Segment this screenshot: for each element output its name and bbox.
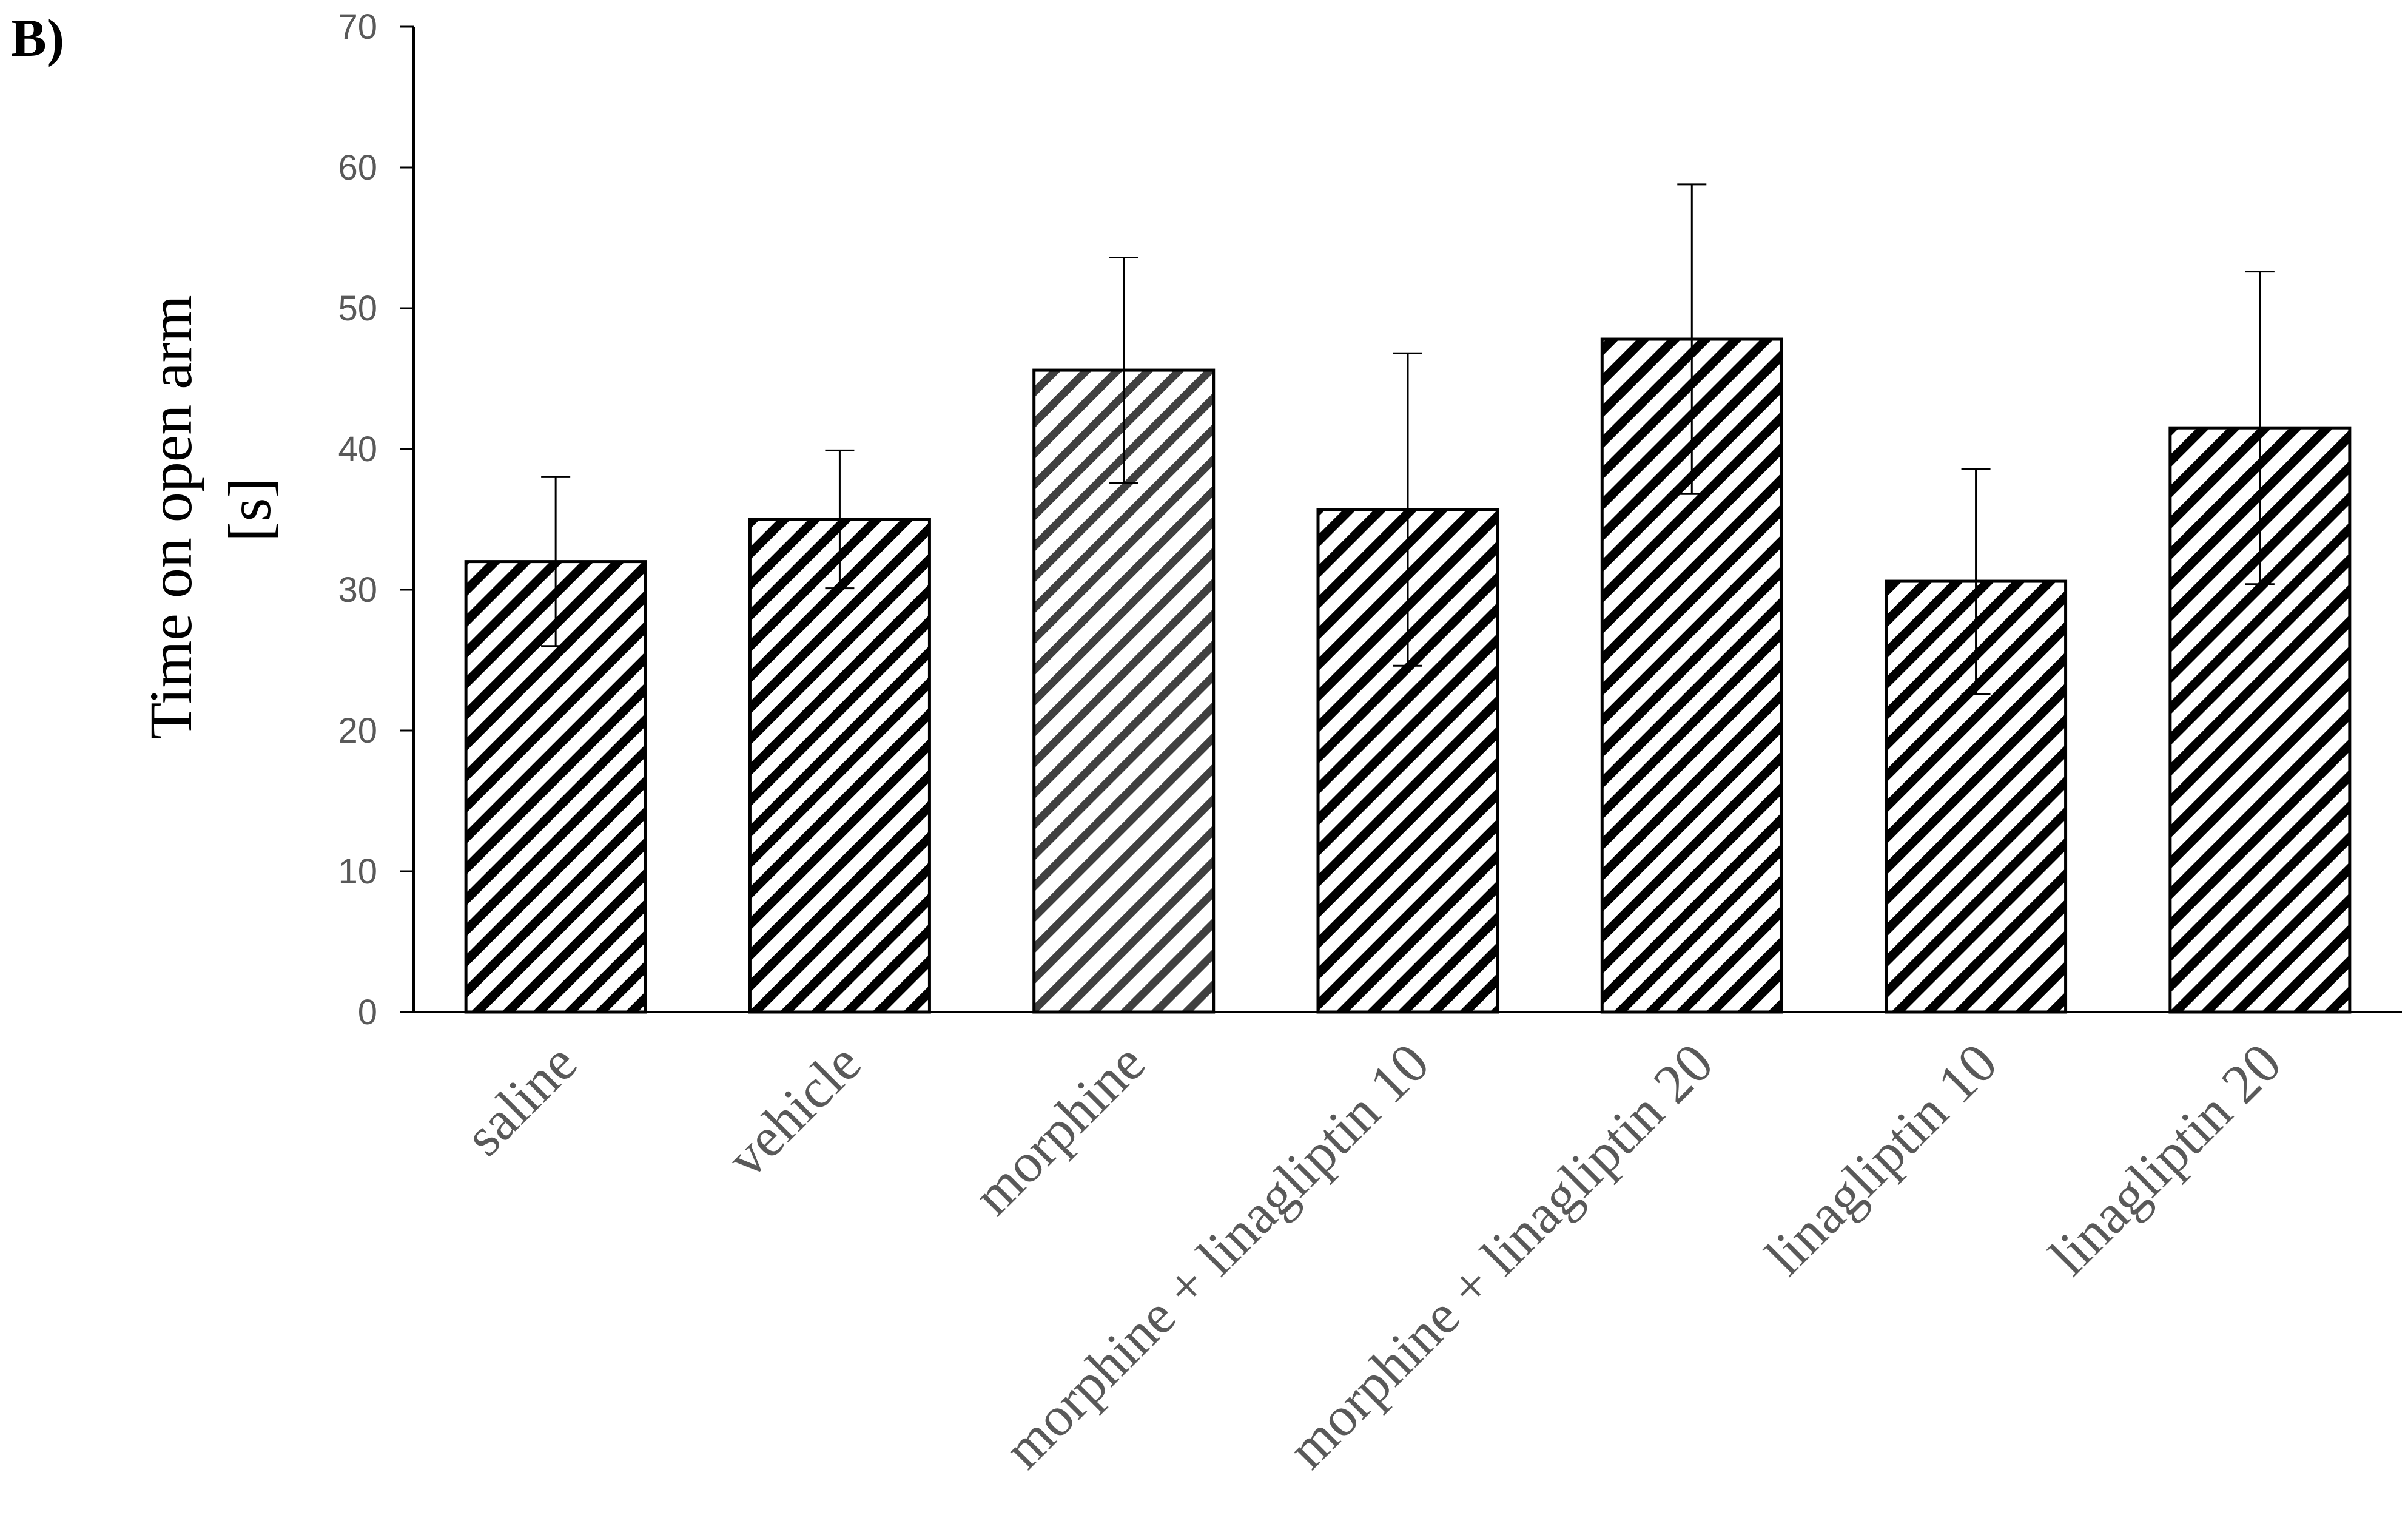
error-bars — [541, 183, 2275, 695]
x-category-label: vehicle — [715, 1031, 873, 1189]
y-tick-label: 0 — [358, 993, 377, 1032]
bar — [1316, 508, 1499, 1014]
x-category-label: linagliptin 20 — [2037, 1031, 2293, 1287]
y-axis-title-line-2: [s] — [216, 477, 283, 542]
y-axis-ticks: 0 10 20 30 40 50 60 70 — [338, 7, 414, 1032]
y-tick-label: 20 — [338, 711, 377, 751]
bars — [464, 337, 2352, 1014]
y-axis-title: Time on open arm [s] — [137, 280, 283, 739]
y-axis-title-line-1: Time on open arm — [137, 295, 204, 739]
y-tick-label: 40 — [338, 430, 377, 469]
y-tick-label: 30 — [338, 570, 377, 610]
y-tick-label: 50 — [338, 289, 377, 328]
y-tick-label: 10 — [338, 852, 377, 891]
axes — [412, 27, 2402, 1013]
x-category-label: morphine — [961, 1031, 1156, 1226]
x-category-label: saline — [452, 1031, 588, 1167]
panel-label: B) — [11, 9, 64, 68]
y-tick-label: 60 — [338, 148, 377, 187]
bar — [748, 518, 931, 1014]
x-category-label: linagliptin 10 — [1754, 1031, 2009, 1287]
y-tick-label: 70 — [338, 7, 377, 47]
